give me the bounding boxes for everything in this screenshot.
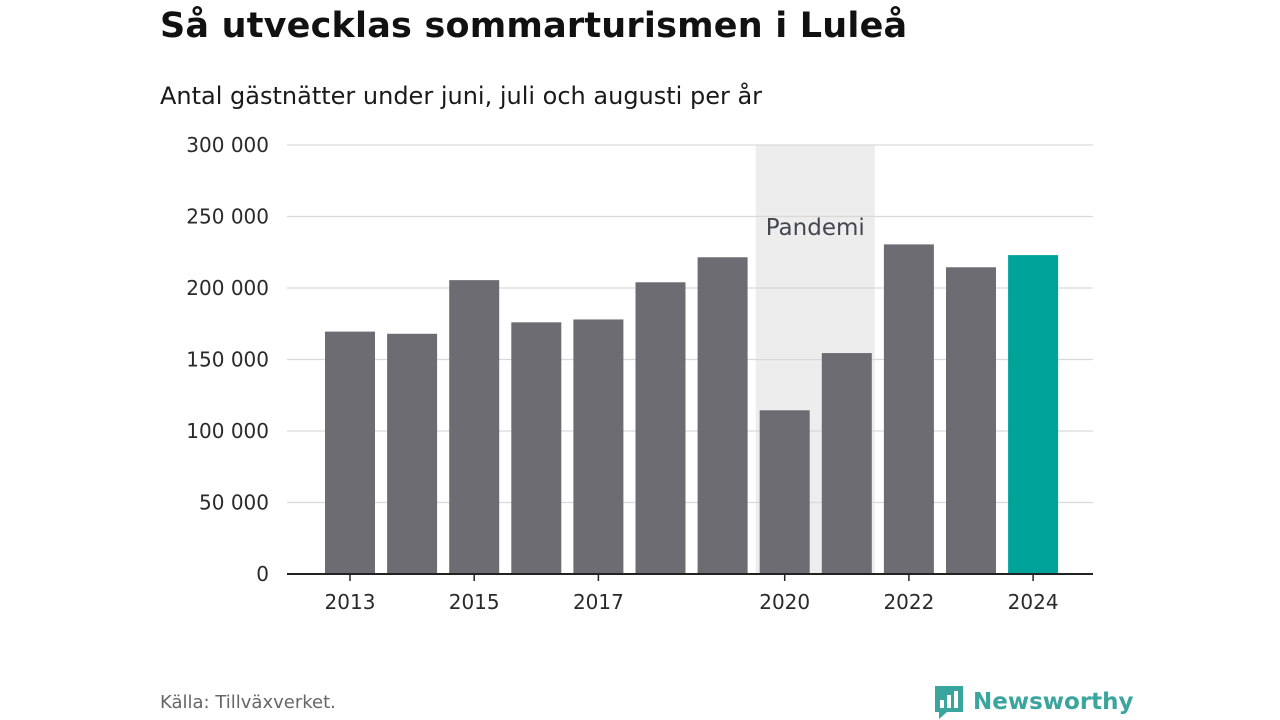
bar xyxy=(635,282,686,574)
newsworthy-logo-icon xyxy=(935,686,963,719)
brand-logo: Newsworthy xyxy=(933,684,1134,720)
y-tick-label: 250 000 xyxy=(186,205,269,229)
x-tick-label: 2020 xyxy=(759,590,810,614)
bar xyxy=(387,333,438,574)
x-tick-label: 2017 xyxy=(573,590,624,614)
y-tick-label: 50 000 xyxy=(199,491,269,515)
x-tick-label: 2015 xyxy=(449,590,500,614)
bar xyxy=(1008,255,1059,575)
bar xyxy=(946,267,996,574)
bar-chart: 0 50 000 100 000 150 000 200 000 250 000 300 0… xyxy=(186,133,1093,614)
bar xyxy=(511,322,562,574)
bar xyxy=(883,244,934,574)
bar xyxy=(821,353,872,574)
x-tick-label: 2024 xyxy=(1008,590,1059,614)
y-tick-label: 100 000 xyxy=(186,419,269,443)
y-tick-label: 150 000 xyxy=(186,348,269,372)
x-tick-label: 2013 xyxy=(325,590,376,614)
bar xyxy=(449,280,500,574)
x-tick-label: 2022 xyxy=(883,590,934,614)
y-tick-label: 300 000 xyxy=(186,133,269,157)
chart-subtitle: Antal gästnätter under juni, juli och au… xyxy=(160,82,763,110)
bar xyxy=(573,319,624,574)
brand-name: Newsworthy xyxy=(973,689,1134,715)
y-tick-label: 0 xyxy=(256,562,269,586)
bar xyxy=(759,410,810,574)
chart-title: Så utvecklas sommarturismen i Luleå xyxy=(160,6,908,46)
bar xyxy=(697,257,748,574)
y-tick-label: 200 000 xyxy=(186,276,269,300)
pandemic-label: Pandemi xyxy=(766,215,865,241)
bar xyxy=(325,331,375,574)
source-note: Källa: Tillväxverket. xyxy=(160,692,336,713)
